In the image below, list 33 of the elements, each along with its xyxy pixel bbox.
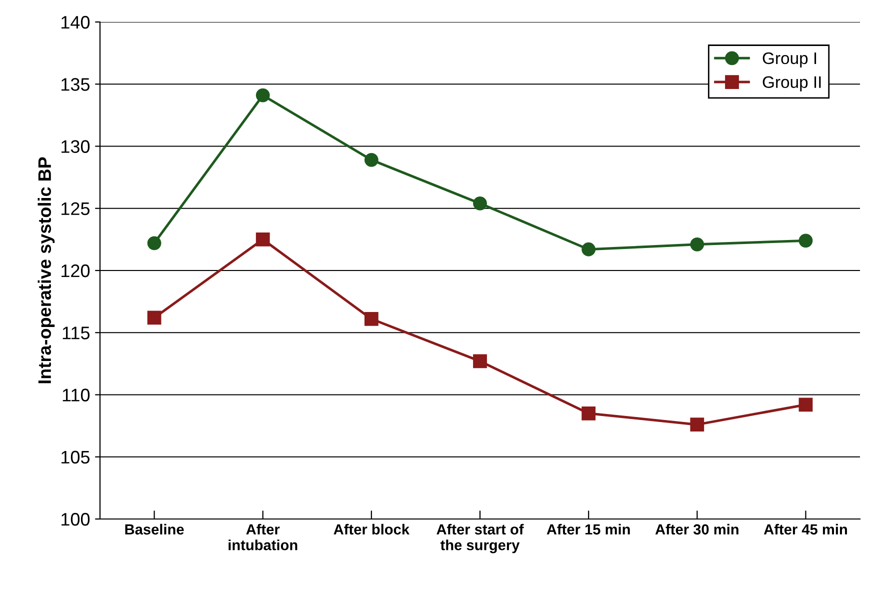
- point: [147, 236, 162, 250]
- y-tick-label: 120: [62, 264, 90, 278]
- y-tick-label: 130: [62, 140, 90, 153]
- point: [798, 234, 813, 248]
- point: [473, 196, 487, 210]
- point: [582, 242, 596, 256]
- y-tick-label: 100: [62, 512, 90, 526]
- point: [690, 418, 704, 432]
- point: [798, 398, 813, 412]
- y-tick-label: 140: [62, 16, 90, 29]
- point: [364, 312, 378, 326]
- x-tick-label: Baseline: [125, 524, 184, 535]
- point: [582, 406, 596, 420]
- point: [690, 237, 704, 252]
- y-tick-label: 135: [62, 78, 90, 91]
- y-tick-label: 125: [62, 202, 90, 216]
- legend-label: Group II: [762, 76, 821, 92]
- y-tick-label: 115: [62, 326, 90, 340]
- legend-label: Group I: [762, 52, 816, 68]
- x-tick-label: After start of the surgery: [436, 524, 524, 554]
- x-tick-label: After intubation: [228, 524, 298, 550]
- x-tick-label: After 30 min: [655, 524, 738, 535]
- point: [364, 152, 378, 167]
- point: [473, 354, 487, 368]
- x-tick-label: After block: [334, 524, 410, 535]
- y-axis-title: Intra-operative systolic BP: [38, 157, 55, 384]
- x-tick-label: After 15 min: [546, 524, 630, 535]
- point: [256, 232, 270, 246]
- x-tick-label: After 45 min: [764, 524, 847, 535]
- y-tick-label: 110: [62, 388, 90, 402]
- point: [256, 88, 270, 102]
- y-tick-label: 105: [62, 450, 90, 464]
- point: [147, 310, 162, 325]
